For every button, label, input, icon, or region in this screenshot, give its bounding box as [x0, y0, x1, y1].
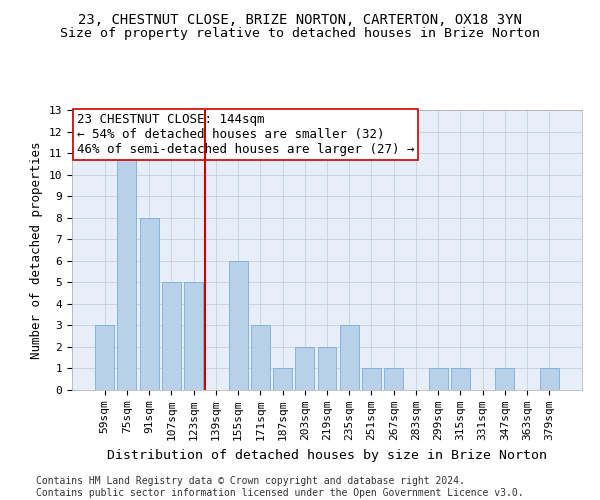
- Bar: [118, 153, 136, 390]
- Bar: [95, 326, 114, 390]
- Bar: [295, 347, 314, 390]
- Bar: [273, 368, 292, 390]
- Bar: [162, 282, 181, 390]
- Bar: [384, 368, 403, 390]
- Text: 23, CHESTNUT CLOSE, BRIZE NORTON, CARTERTON, OX18 3YN: 23, CHESTNUT CLOSE, BRIZE NORTON, CARTER…: [78, 12, 522, 26]
- Y-axis label: Number of detached properties: Number of detached properties: [30, 141, 43, 359]
- Bar: [362, 368, 381, 390]
- X-axis label: Distribution of detached houses by size in Brize Norton: Distribution of detached houses by size …: [107, 448, 547, 462]
- Bar: [229, 261, 248, 390]
- Bar: [451, 368, 470, 390]
- Text: Size of property relative to detached houses in Brize Norton: Size of property relative to detached ho…: [60, 28, 540, 40]
- Bar: [496, 368, 514, 390]
- Text: Contains HM Land Registry data © Crown copyright and database right 2024.
Contai: Contains HM Land Registry data © Crown c…: [36, 476, 524, 498]
- Bar: [429, 368, 448, 390]
- Bar: [540, 368, 559, 390]
- Bar: [140, 218, 158, 390]
- Bar: [340, 326, 359, 390]
- Text: 23 CHESTNUT CLOSE: 144sqm
← 54% of detached houses are smaller (32)
46% of semi-: 23 CHESTNUT CLOSE: 144sqm ← 54% of detac…: [77, 113, 415, 156]
- Bar: [184, 282, 203, 390]
- Bar: [317, 347, 337, 390]
- Bar: [251, 326, 270, 390]
